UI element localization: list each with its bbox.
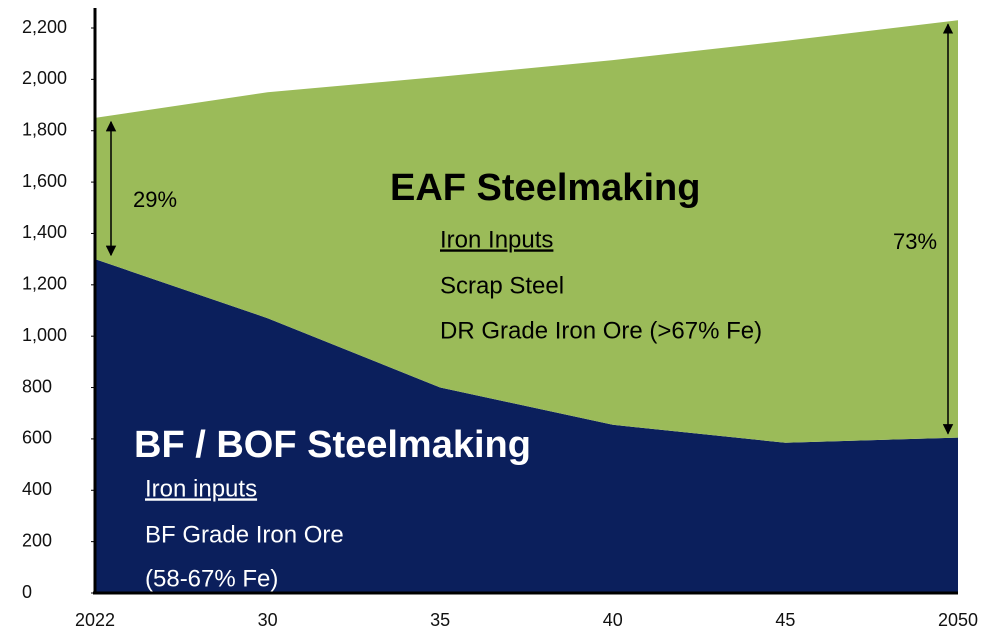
annotation: 29% — [133, 187, 177, 212]
annotation: DR Grade Iron Ore (>67% Fe) — [440, 317, 762, 344]
area — [95, 20, 958, 443]
y-tick-label: 800 — [22, 376, 52, 396]
annotations: 29% 73% EAF Steelmaking Iron Inputs Scrap St… — [133, 167, 937, 592]
x-tick-label: 35 — [430, 610, 450, 630]
annotation: Iron Inputs — [440, 226, 553, 253]
y-tick-label: 0 — [22, 582, 32, 602]
y-tick-label: 200 — [22, 530, 52, 550]
annotation: Iron inputs — [145, 475, 257, 502]
annotation: BF Grade Iron Ore — [145, 521, 344, 548]
annotation: Scrap Steel — [440, 272, 564, 299]
x-tick-label: 45 — [775, 610, 795, 630]
y-tick-label: 1,800 — [22, 119, 67, 139]
y-tick-label: 1,400 — [22, 222, 67, 242]
y-tick-label: 600 — [22, 428, 52, 448]
y-tick-label: 2,000 — [22, 68, 67, 88]
y-tick-label: 1,200 — [22, 274, 67, 294]
x-tick-label: 2050 — [938, 610, 978, 630]
x-tick-label: 2022 — [75, 610, 115, 630]
x-tick-label: 40 — [603, 610, 623, 630]
area — [95, 259, 958, 593]
annotation: (58-67% Fe) — [145, 565, 278, 592]
y-tick-label: 2,200 — [22, 17, 67, 37]
y-tick-label: 1,600 — [22, 171, 67, 191]
area-label: BF / BOF Steelmaking — [134, 424, 531, 466]
area-label: EAF Steelmaking — [390, 167, 700, 209]
annotation: 73% — [893, 229, 937, 254]
y-tick-label: 400 — [22, 479, 52, 499]
y-tick-label: 1,000 — [22, 325, 67, 345]
x-tick-label: 30 — [258, 610, 278, 630]
areas — [95, 20, 958, 593]
